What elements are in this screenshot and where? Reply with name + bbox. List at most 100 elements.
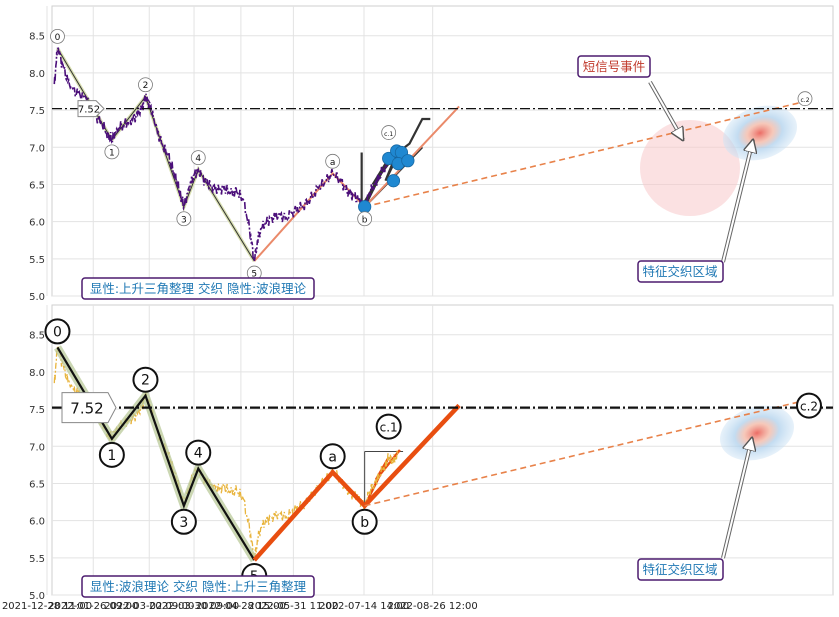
top-feature-label: 特征交织区域 [642,264,717,279]
bottom-feature-arrow-inner [722,438,752,559]
wave-label-1: 1 [109,148,115,158]
wave-label-0: 0 [53,324,62,340]
top-ref-arrow-label-box [77,100,105,118]
wave-label-circle-1 [104,144,120,160]
wave-label-2: 2 [141,373,150,389]
bottom-impulse-wave [56,346,256,561]
bottom-y-tick: 8.0 [29,368,45,379]
wave-label-circle-c.1 [381,125,397,140]
wave-label-4: 4 [194,446,203,462]
wave-label-circle-a [319,443,346,470]
signal-dot [386,174,401,188]
wave-label-2: 2 [143,81,149,91]
wave-label-a: a [330,158,336,168]
bottom-event-zone [719,405,795,461]
wave-label-circle-c.1 [375,413,402,440]
top-feature-arrow-inner [722,140,753,263]
bottom-ref-value: 7.52 [70,400,103,418]
signal-dot [401,154,415,168]
top-legend-text: 显性:上升三角整理 交织 隐性:波浪理论 [90,281,307,296]
x-tick-label: 2022-01-26 09:00 [48,601,138,612]
short-signal-arrow-inner [649,81,683,140]
top-feature-callout: 特征交织区域 [637,140,753,283]
wave-label-circle-3 [176,211,192,227]
bottom-correction-wave [252,403,461,562]
short-signal-label: 短信号事件 [583,59,646,74]
wave-label-c.1: c.1 [384,131,393,138]
bottom-projection-line [364,400,801,507]
top-pink-zone [640,120,740,216]
wave-label-circle-0 [50,28,65,44]
bottom-legend-box [81,575,315,598]
wave-label-a: a [328,449,337,465]
wave-label-circle-4 [190,150,206,165]
wave-label-circle-4 [185,439,212,466]
signal-dot [358,200,372,214]
wave-label-3: 3 [179,515,188,531]
bottom-panel: 5.0 5.5 6.0 6.5 7.0 7.5 8.0 8.5 [29,304,834,602]
bottom-ref-arrow-label-box [61,392,117,424]
wave-label-circle-a [325,153,341,169]
wave-label-b: b [360,515,369,531]
top-legend: 显性:上升三角整理 交织 隐性:波浪理论 [81,277,315,300]
x-tick-label: 2022-05-31 11:00 [248,601,338,612]
x-tick-label: 2022-08-26 12:00 [388,601,478,612]
bottom-feature-box [637,558,724,581]
top-y-tick: 5.0 [29,292,45,303]
x-tick-label: 2022-03-30 09:00 [149,601,239,612]
top-legend-box [81,277,315,300]
wave-label-circle-1 [98,441,125,468]
top-triangle-zigzag [363,117,431,208]
top-price-line [53,47,399,262]
wave-label-circle-3 [170,508,197,535]
top-y-tick: 8.0 [29,69,45,80]
top-y-tick: 7.5 [29,106,45,117]
bottom-blue-zone [719,405,795,461]
x-tick-label: 2022-03-02 09:00 [104,601,194,612]
wave-label-1: 1 [107,448,116,464]
x-tick-label: 2022-04-28 15:00 [196,601,286,612]
top-y-tick: 6.5 [29,180,45,191]
top-y-tick: 7.0 [29,143,45,154]
short-signal-box [577,55,651,78]
bottom-reference-line: 7.52 [52,392,833,424]
bottom-y-tick: 7.5 [29,405,45,416]
bottom-plot-area [51,304,834,596]
top-wave-labels: 0 1 2 3 4 5 a b c.1 c.2 [50,28,813,281]
wave-label-circle-2 [138,77,153,93]
top-event-zone [640,105,798,216]
bottom-y-tick: 5.5 [29,554,45,565]
bottom-feature-callout: 特征交织区域 [637,438,752,581]
bottom-legend: 显性:波浪理论 交织 隐性:上升三角整理 [81,575,315,598]
bottom-wave-lines [54,345,801,563]
short-signal-callout: 短信号事件 [577,55,685,140]
wave-label-circle-2 [132,366,159,393]
bottom-y-tick: 8.5 [29,331,45,342]
top-reference-line: 7.52 [52,100,833,118]
top-price-series [53,47,399,262]
x-tick-label: 2021-12-28 11:00 [2,601,92,612]
top-projection-line [364,101,801,208]
wave-label-c.1: c.1 [380,421,398,435]
wave-label-c.2: c.2 [800,97,809,104]
top-y-tick: 8.5 [29,32,45,43]
top-y-tick: 5.5 [29,255,45,266]
top-feature-box [637,260,724,283]
bottom-y-tick: 7.0 [29,442,45,453]
bottom-y-tick: 6.5 [29,479,45,490]
top-signal-dots [358,144,415,214]
bottom-legend-text: 显性:波浪理论 交织 隐性:上升三角整理 [90,579,307,594]
wave-label-circle-c.2 [796,392,822,419]
wave-label-3: 3 [181,215,187,225]
x-tick-label: 2022-07-14 14:00 [319,601,409,612]
wave-label-circle-0 [44,318,71,345]
wave-label-circle-c.2 [797,91,813,107]
wave-label-c.2: c.2 [800,400,818,414]
wave-label-circle-b [351,508,378,535]
top-y-tick: 6.0 [29,218,45,229]
wave-label-5: 5 [251,270,257,280]
bottom-y-tick: 6.0 [29,517,45,528]
